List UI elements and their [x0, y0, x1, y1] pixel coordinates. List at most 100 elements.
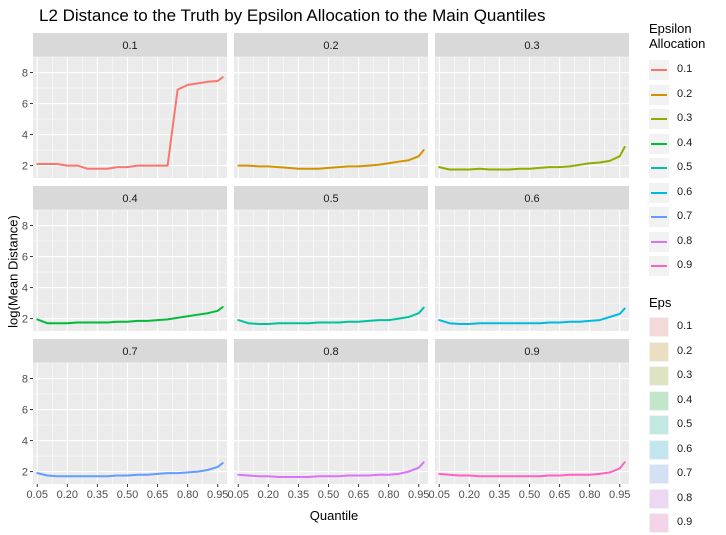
x-tick-label: 0.20: [57, 489, 78, 501]
legend-item: 0.1: [649, 315, 726, 339]
series-line: [36, 306, 224, 325]
legend-key: [649, 439, 669, 460]
legend-fill-swatch: [650, 391, 668, 410]
legend-item: 0.8: [649, 487, 726, 511]
legend-eps: Eps 0.1 0.2 0.3 0.4 0.5 0.6 0.7 0.8 0.9: [649, 295, 726, 533]
y-tick-label: 4: [22, 130, 28, 142]
series-line: [438, 307, 626, 325]
panel-background: [33, 57, 227, 178]
y-tick-label: 8: [22, 68, 28, 80]
facet-strip: [33, 186, 227, 210]
y-tick-label: 8: [22, 374, 28, 386]
legend-label: 0.5: [677, 418, 693, 430]
x-tick-label: 0.65: [147, 489, 168, 501]
x-tick-label: 0.80: [579, 489, 600, 501]
x-tick-label: 0.50: [519, 489, 540, 501]
legend-label: 0.4: [677, 393, 693, 406]
x-tick-label: 0.80: [378, 489, 399, 501]
panel-background: [234, 363, 428, 484]
legend-epsilon-allocation: Epsilon Allocation 0.1 0.2 0.3 0.4 0.5 0.6 0.7 0…: [649, 21, 726, 276]
legend-line-swatch: [651, 69, 667, 71]
legend-title: Epsilon Allocation: [649, 21, 706, 51]
legend-label: 0.6: [677, 185, 693, 198]
legend-item: 0.9: [649, 254, 726, 278]
x-tick-label: 0.80: [177, 489, 198, 501]
legend-label: 0.5: [677, 161, 693, 173]
legend-fill-swatch: [650, 465, 668, 483]
legend-label: 0.1: [677, 63, 693, 75]
legend-key: [649, 390, 669, 411]
legend-line-swatch: [651, 93, 667, 96]
x-tick-label: 0.35: [87, 489, 108, 501]
legend-key: [649, 415, 669, 435]
legend-key: [649, 341, 669, 362]
facet-strip: [234, 186, 428, 210]
legend-fill-swatch: [650, 342, 668, 361]
panel-background: [435, 210, 629, 331]
facet-label: 0.5: [323, 193, 338, 205]
y-tick-label: 2: [22, 314, 28, 326]
legend-label: 0.7: [677, 210, 693, 222]
legend-line-swatch: [651, 118, 667, 120]
legend-item: 0.2: [649, 83, 726, 107]
legend-key: [649, 60, 669, 80]
legend-item: 0.3: [649, 107, 726, 131]
y-tick-label: 8: [22, 221, 28, 233]
x-tick-label: 0.20: [459, 489, 480, 501]
legend-key: [649, 231, 669, 252]
x-tick-label: 0.05: [429, 489, 450, 501]
panel-background: [435, 57, 629, 178]
legend-label: 0.3: [677, 112, 693, 124]
legend-label: 0.3: [677, 369, 693, 381]
legend-key: [649, 133, 669, 154]
panel-background: [33, 210, 227, 331]
panel-background: [33, 363, 227, 484]
legend-item: 0.6: [649, 438, 726, 462]
y-tick-label: 2: [22, 161, 28, 173]
facet-label: 0.3: [524, 40, 539, 52]
facet-strip: [435, 339, 629, 363]
facet-label: 0.9: [524, 346, 539, 358]
legend-key: [649, 158, 669, 178]
facet-label: 0.6: [524, 193, 539, 205]
facet-strip: [234, 33, 428, 57]
legend-line-swatch: [651, 240, 667, 243]
facet-strip: [435, 186, 629, 210]
x-tick-label: 0.05: [228, 489, 249, 501]
x-tick-label: 0.95: [408, 489, 429, 501]
legend-key: [649, 317, 669, 337]
legend-line-swatch: [651, 167, 667, 169]
legend-fill-swatch: [650, 440, 668, 459]
panel-background: [234, 57, 428, 178]
x-tick-label: 0.65: [348, 489, 369, 501]
series-line: [237, 306, 425, 325]
legend-label: 0.8: [677, 491, 693, 504]
facet-label: 0.1: [122, 40, 137, 52]
facet-strip: [435, 33, 629, 57]
legend-key: [649, 109, 669, 129]
legend-item: 0.1: [649, 58, 726, 82]
legend-item: 0.7: [649, 205, 726, 229]
legend-item: 0.9: [649, 511, 726, 535]
x-tick-label: 0.95: [609, 489, 630, 501]
legend-item: 0.8: [649, 230, 726, 254]
x-tick-label: 0.50: [318, 489, 339, 501]
legend-key: [649, 464, 669, 484]
legend-key: [649, 513, 669, 533]
legend-label: 0.4: [677, 136, 693, 149]
y-tick-label: 6: [22, 405, 28, 417]
legend-key: [649, 84, 669, 105]
x-axis-title: Quantile: [309, 508, 359, 523]
x-tick-label: 0.35: [489, 489, 510, 501]
facet-label: 0.2: [323, 40, 338, 52]
legend-label: 0.7: [677, 467, 693, 479]
y-tick-label: 6: [22, 252, 28, 264]
series-line: [237, 461, 425, 478]
legend-key: [649, 488, 669, 509]
legend-item: 0.7: [649, 462, 726, 486]
legend-fill-swatch: [650, 489, 668, 508]
legend-item: 0.4: [649, 132, 726, 156]
legend-key: [649, 182, 669, 203]
x-tick-label: 0.50: [117, 489, 138, 501]
legend-line-swatch: [651, 216, 667, 218]
